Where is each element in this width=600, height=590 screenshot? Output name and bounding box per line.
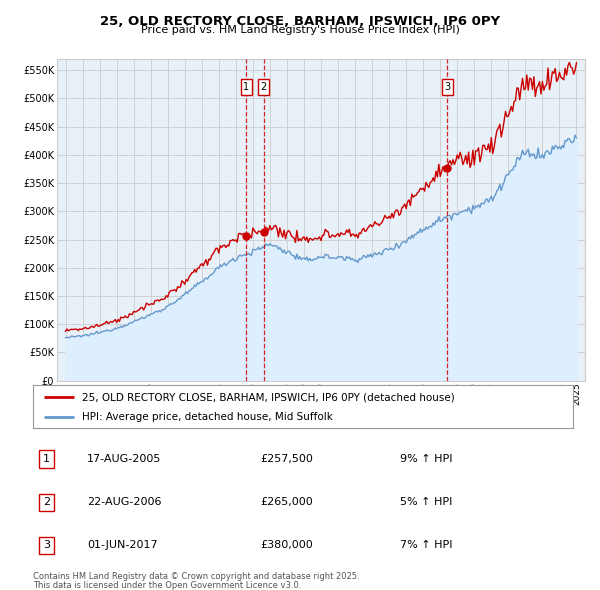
Text: 17-AUG-2005: 17-AUG-2005 — [87, 454, 161, 464]
Text: £265,000: £265,000 — [260, 497, 313, 507]
Text: HPI: Average price, detached house, Mid Suffolk: HPI: Average price, detached house, Mid … — [82, 412, 332, 422]
Text: 5% ↑ HPI: 5% ↑ HPI — [400, 497, 452, 507]
Text: 25, OLD RECTORY CLOSE, BARHAM, IPSWICH, IP6 0PY: 25, OLD RECTORY CLOSE, BARHAM, IPSWICH, … — [100, 15, 500, 28]
Text: 3: 3 — [444, 82, 451, 92]
Text: This data is licensed under the Open Government Licence v3.0.: This data is licensed under the Open Gov… — [33, 581, 301, 589]
Text: Price paid vs. HM Land Registry's House Price Index (HPI): Price paid vs. HM Land Registry's House … — [140, 25, 460, 35]
Text: 2: 2 — [43, 497, 50, 507]
Text: £257,500: £257,500 — [260, 454, 313, 464]
Text: 9% ↑ HPI: 9% ↑ HPI — [400, 454, 453, 464]
Text: 22-AUG-2006: 22-AUG-2006 — [87, 497, 161, 507]
Text: 1: 1 — [244, 82, 250, 92]
Text: 7% ↑ HPI: 7% ↑ HPI — [400, 540, 453, 550]
Text: 3: 3 — [43, 540, 50, 550]
Text: 01-JUN-2017: 01-JUN-2017 — [87, 540, 158, 550]
Text: 25, OLD RECTORY CLOSE, BARHAM, IPSWICH, IP6 0PY (detached house): 25, OLD RECTORY CLOSE, BARHAM, IPSWICH, … — [82, 392, 454, 402]
Text: 2: 2 — [260, 82, 266, 92]
Text: Contains HM Land Registry data © Crown copyright and database right 2025.: Contains HM Land Registry data © Crown c… — [33, 572, 359, 581]
Text: 1: 1 — [43, 454, 50, 464]
Text: £380,000: £380,000 — [260, 540, 313, 550]
